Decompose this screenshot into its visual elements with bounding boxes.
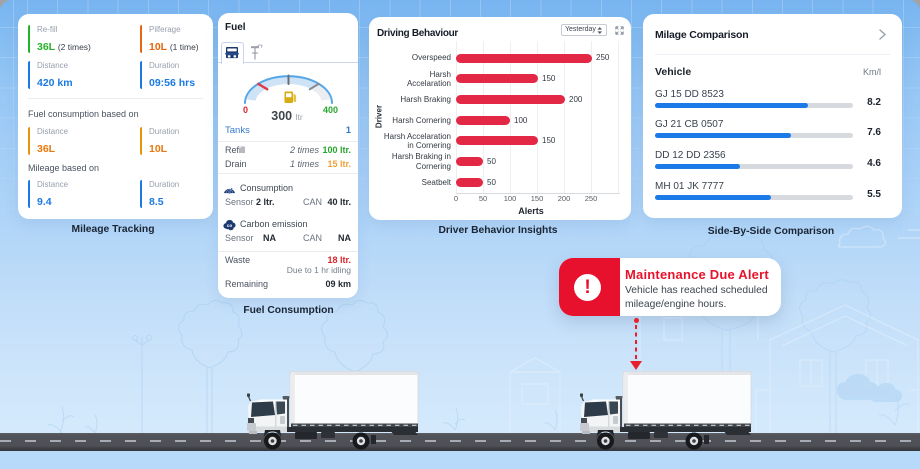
svg-text:co: co xyxy=(227,222,233,227)
